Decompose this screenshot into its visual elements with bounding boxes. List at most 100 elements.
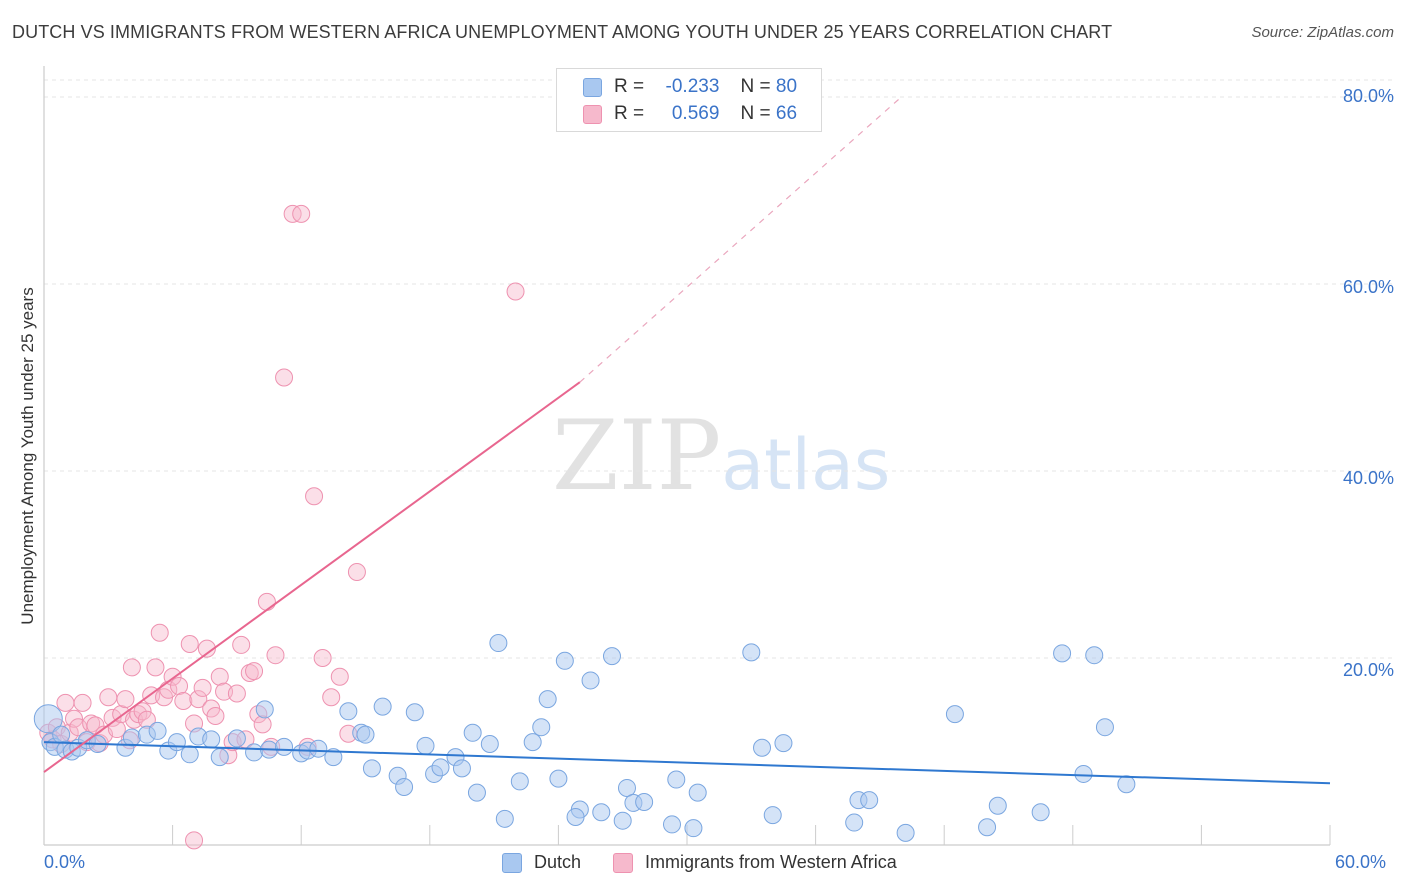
dutch-point [532,718,551,737]
immigrants-point [133,702,152,721]
immigrants-point [313,649,332,667]
dutch-point [988,796,1007,815]
dutch-point [489,634,508,653]
immigrants-point [266,646,285,665]
immigrants-point [73,693,92,712]
dutch-point [309,739,328,758]
dutch-point [667,770,686,789]
dutch-point [202,730,221,749]
dutch-point [662,815,681,834]
dutch-point [753,738,772,757]
dutch-point [356,725,375,744]
immigrants-point [193,678,212,697]
dutch-point [978,818,997,837]
y-tick-label: 80.0% [1342,86,1394,106]
dutch-point [467,783,486,802]
immigrants-point [180,634,199,653]
immigrants-point [170,677,189,696]
source-credit: Source: ZipAtlas.com [1251,24,1394,41]
dutch-n-value: 80 [775,76,798,97]
dutch-point [613,811,632,830]
dutch-point [566,807,585,826]
immigrants-point [189,690,208,709]
dutch-point [275,737,294,756]
dutch-point [362,759,381,778]
dutch-point [1095,718,1114,737]
dutch-trend-line [43,741,1331,785]
dutch-point [52,725,71,744]
dutch-point [581,671,600,690]
dutch-point [635,792,654,811]
immigrants-point [322,688,341,707]
dutch-point [395,778,414,797]
dutch-points [33,634,1136,842]
immigrants-point [232,635,251,654]
legend-row-dutch: R = -0.233 N = 80 [583,75,797,99]
immigrants-point [227,684,246,703]
dutch-legend-label: Dutch [534,852,582,872]
immigrants-point [99,688,118,707]
dutch-point [1031,803,1050,822]
dutch-point [452,759,471,778]
legend-item-immigrants: Immigrants from Western Africa [613,852,897,873]
immigrants-point [347,562,366,581]
immigrants-point [210,667,229,686]
dutch-point [845,813,864,832]
dutch-point [480,735,499,754]
immigrants-point [197,639,216,658]
immigrants-point [185,831,204,850]
dutch-point [592,803,611,822]
chart-title: DUTCH VS IMMIGRANTS FROM WESTERN AFRICA … [12,22,1113,42]
legend-item-dutch: Dutch [502,852,581,873]
immigrants-legend-label: Immigrants from Western Africa [645,852,897,872]
immigrants-r-value: 0.569 [671,103,720,124]
immigrants-point [56,693,75,712]
dutch-point [555,651,574,670]
legend-row-immigrants: R = 0.569 N = 66 [583,102,797,126]
immigrants-point [292,204,311,223]
immigrants-point [65,709,84,728]
dutch-point [405,703,424,722]
dutch-point [167,733,186,752]
immigrants-point [146,658,165,677]
dutch-point [416,736,435,755]
dutch-n-label: N = [740,76,771,97]
dutch-point [148,721,167,740]
dutch-point [1053,644,1072,663]
dutch-point [1117,775,1136,794]
immigrants-point [174,692,193,711]
immigrants-point [506,282,525,301]
dutch-point [324,748,343,767]
axes [43,66,1331,846]
dutch-point [373,697,392,716]
dutch-point [245,743,264,762]
correlation-legend: R = -0.233 N = 80 R = 0.569 N = 66 [556,68,822,132]
y-axis-label: Unemployment Among Youth under 25 years [18,287,37,625]
immigrants-point [116,690,135,709]
dutch-point [1085,646,1104,665]
dutch-point [523,733,542,752]
dutch-legend-swatch [502,852,522,873]
dutch-point [602,647,621,666]
immigrants-legend-swatch [613,852,634,873]
dutch-point [945,705,964,724]
dutch-point [431,758,450,777]
y-tick-label: 60.0% [1342,277,1394,297]
grid-lines [44,79,1392,659]
immigrants-trend-extension [579,96,902,383]
dutch-point [510,772,529,791]
immigrants-point [330,667,349,686]
immigrants-point [305,487,324,506]
immigrants-point [257,592,276,611]
dutch-r-label: R = [614,76,645,97]
series-legend: Dutch Immigrants from Western Africa [502,852,929,873]
immigrants-swatch [583,104,602,124]
dutch-r-value: -0.233 [665,76,720,97]
dutch-point [617,778,636,797]
immigrants-n-value: 66 [775,103,798,124]
x-tick-label-min: 0.0% [44,852,86,872]
immigrants-point [150,623,169,642]
dutch-point [763,806,782,825]
immigrants-trend-line [43,381,581,773]
